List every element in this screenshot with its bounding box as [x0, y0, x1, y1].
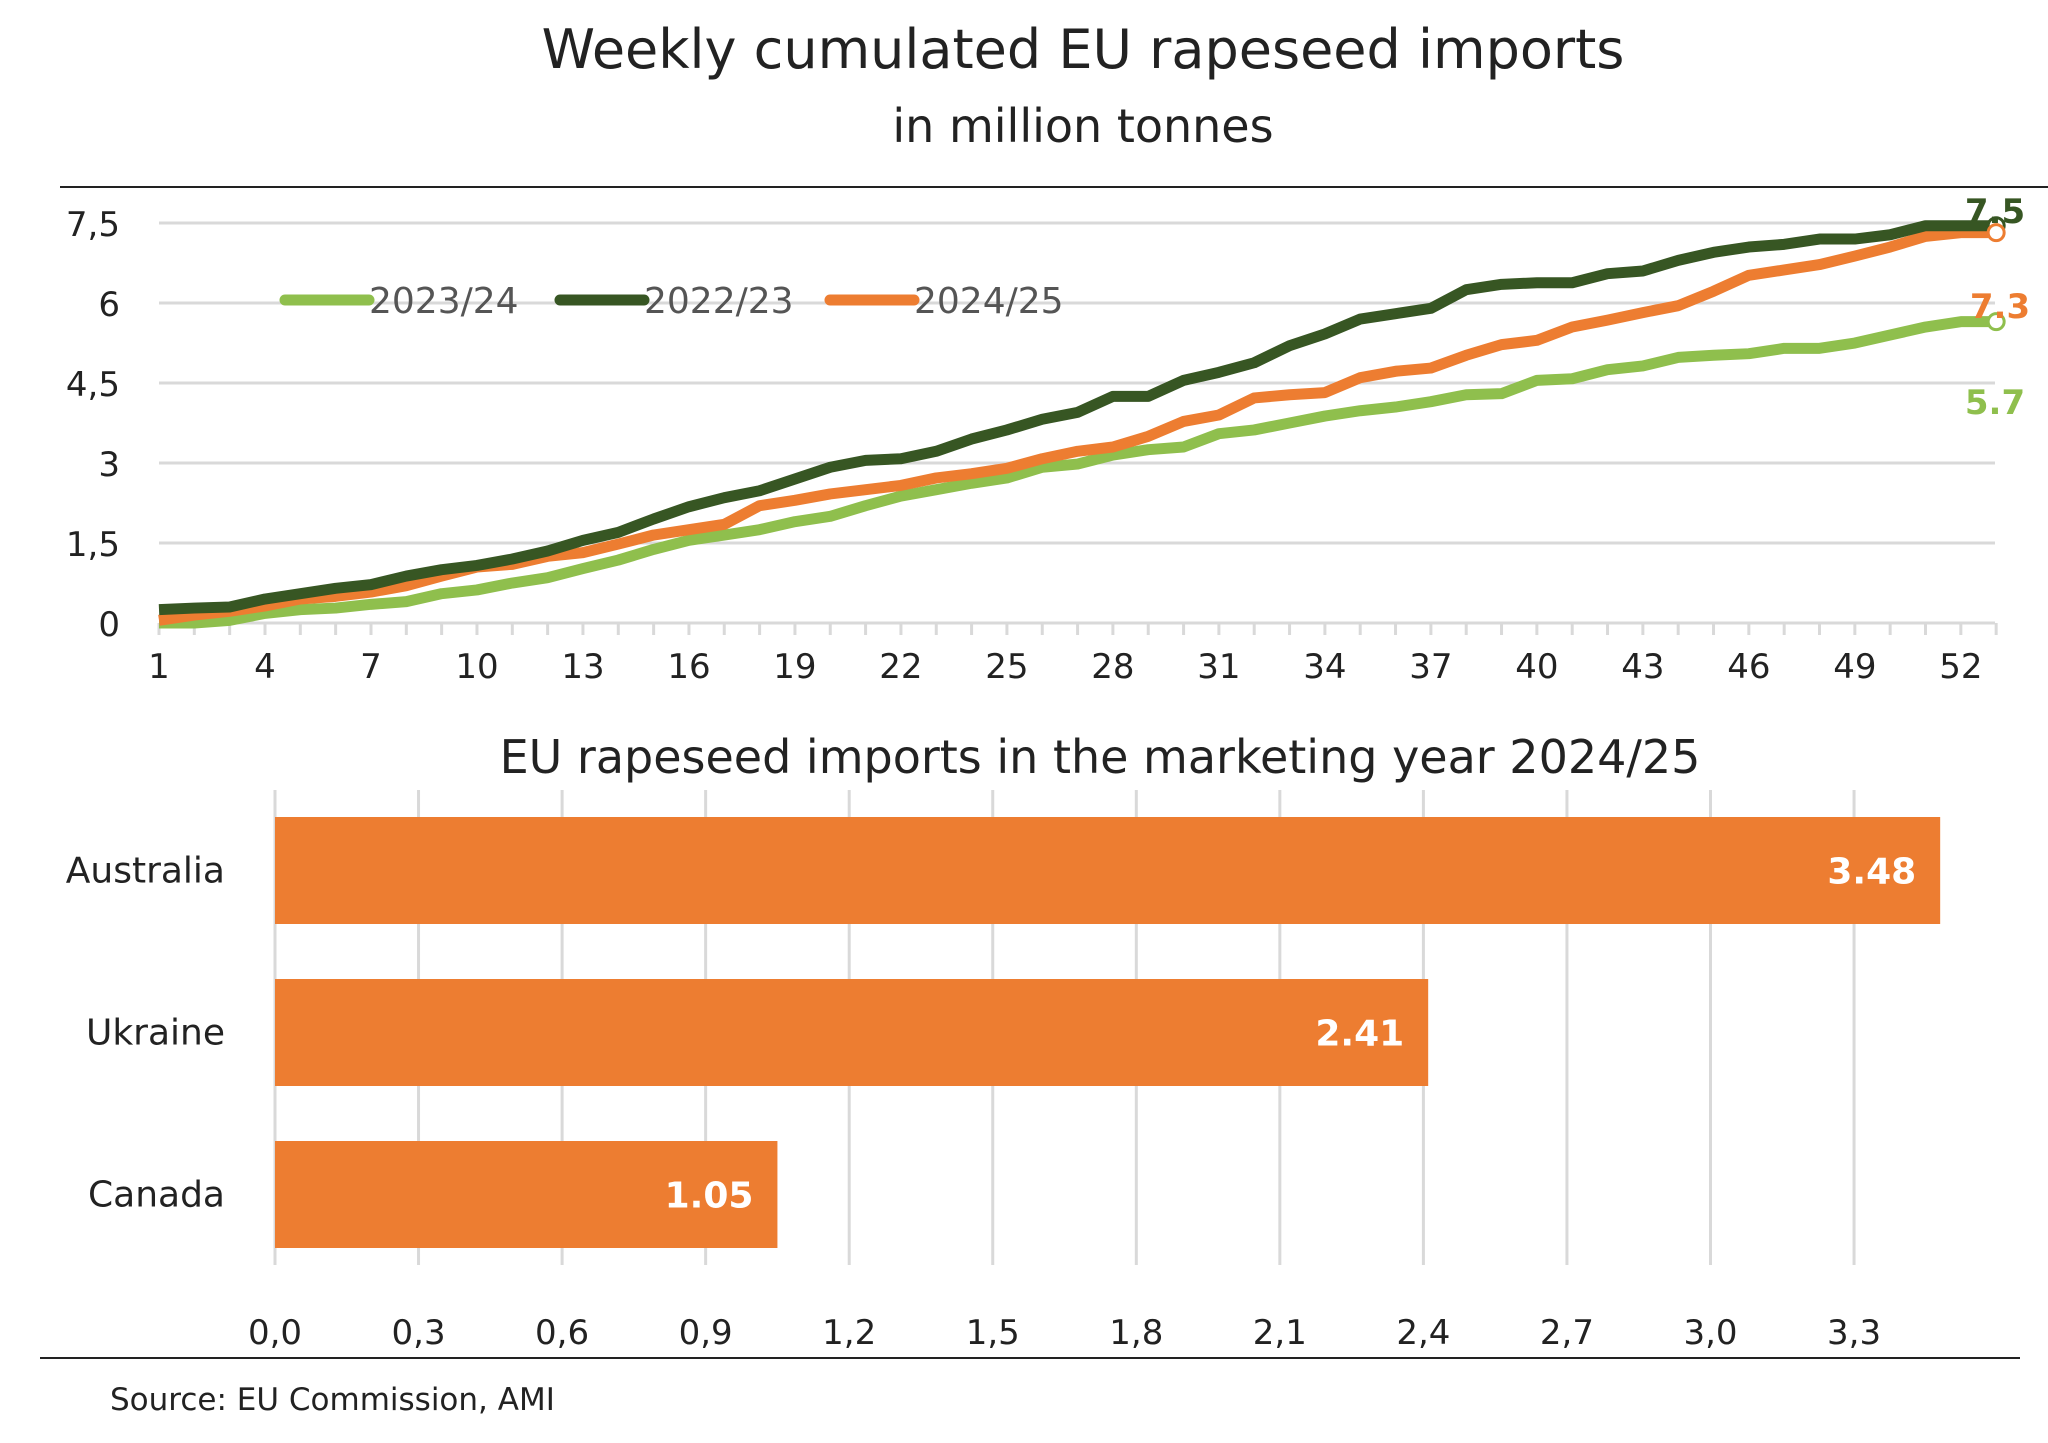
x-tick-label: 34: [1303, 647, 1346, 687]
x-tick-label: 2,7: [1540, 1313, 1594, 1353]
x-tick-label: 0,3: [392, 1313, 446, 1353]
source-note: Source: EU Commission, AMI: [110, 1382, 555, 1418]
category-label: Canada: [88, 1175, 225, 1216]
bar-canada: [275, 1141, 778, 1248]
line-chart-subtitle: in million tonnes: [892, 99, 1273, 153]
line-chart-end-labels: 5.7 7.5 7.3: [1965, 192, 2030, 423]
y-tick-label: 4,5: [66, 365, 120, 405]
bar-ukraine: [275, 979, 1429, 1086]
line-chart-series: [158, 216, 2006, 629]
x-tick-label: 22: [879, 647, 922, 687]
bar-chart-categories: Australia Ukraine Canada: [66, 851, 225, 1216]
x-tick-label: 4: [254, 647, 276, 687]
bar-australia: [275, 817, 1941, 924]
end-value-label: 7.5: [1965, 192, 2025, 232]
end-value-label: 7.3: [1970, 287, 2030, 327]
x-tick-label: 46: [1727, 647, 1770, 687]
line-chart-gridlines: [159, 221, 1995, 545]
legend-label: 2024/25: [914, 281, 1064, 322]
x-tick-label: 31: [1197, 647, 1240, 687]
bar-value-label: 3.48: [1827, 852, 1916, 893]
x-tick-label: 2,1: [1253, 1313, 1307, 1353]
line-chart-x-axis: 1 4 7 10 13 16 19 22 25 28 31 34 37 40 43 46 49 52: [148, 621, 1998, 687]
x-tick-label: 7: [360, 647, 382, 687]
legend-label: 2022/23: [644, 281, 794, 322]
line-chart-title: Weekly cumulated EU rapeseed imports: [542, 18, 1625, 81]
x-tick-label: 0,0: [248, 1313, 302, 1353]
bar-value-label: 2.41: [1315, 1014, 1404, 1055]
bar-chart-bars: 3.48 2.41 1.05: [275, 817, 1941, 1248]
x-tick-label: 3,3: [1827, 1313, 1881, 1353]
end-value-label: 5.7: [1965, 383, 2025, 423]
bar-chart-x-ticks: 0,0 0,3 0,6 0,9 1,2 1,5 1,8 2,1 2,4 2,7 3,0 3,3: [248, 1313, 1881, 1353]
bar-chart-title: EU rapeseed imports in the marketing yea…: [500, 730, 1701, 784]
x-tick-label: 1,2: [822, 1313, 876, 1353]
category-label: Australia: [66, 851, 225, 892]
x-tick-label: 1,5: [966, 1313, 1020, 1353]
x-tick-label: 2,4: [1396, 1313, 1450, 1353]
x-tick-label: 10: [455, 647, 498, 687]
series-line-2023-24: [159, 316, 1997, 629]
x-tick-label: 0,6: [535, 1313, 589, 1353]
x-tick-label: 49: [1833, 647, 1876, 687]
x-tick-label: 1,8: [1109, 1313, 1163, 1353]
x-tick-label: 0,9: [679, 1313, 733, 1353]
end-marker: [1986, 312, 2006, 332]
x-tick-label: 52: [1939, 647, 1982, 687]
series-line-2022-23: [158, 220, 1997, 616]
x-tick-label: 37: [1409, 647, 1452, 687]
y-tick-label: 7,5: [66, 205, 120, 245]
x-tick-label: 25: [985, 647, 1028, 687]
legend-label: 2023/24: [369, 281, 519, 322]
x-tick-label: 1: [148, 647, 170, 687]
x-tick-label: 3,0: [1683, 1313, 1737, 1353]
x-tick-label: 40: [1515, 647, 1558, 687]
x-tick-label: 13: [561, 647, 604, 687]
y-tick-label: 6: [98, 285, 120, 325]
y-tick-label: 3: [98, 445, 120, 485]
x-tick-label: 43: [1621, 647, 1664, 687]
line-chart-legend: 2023/24 2022/23 2024/25: [279, 281, 1064, 322]
x-tick-label: 19: [773, 647, 816, 687]
line-chart-y-ticks: 0 1,5 3 4,5 6 7,5: [66, 205, 120, 645]
y-tick-label: 0: [98, 605, 120, 645]
x-tick-label: 16: [667, 647, 710, 687]
x-tick-label: 28: [1091, 647, 1134, 687]
bar-value-label: 1.05: [665, 1176, 754, 1217]
y-tick-label: 1,5: [66, 525, 120, 565]
category-label: Ukraine: [86, 1013, 225, 1054]
end-marker: [1986, 223, 2006, 243]
